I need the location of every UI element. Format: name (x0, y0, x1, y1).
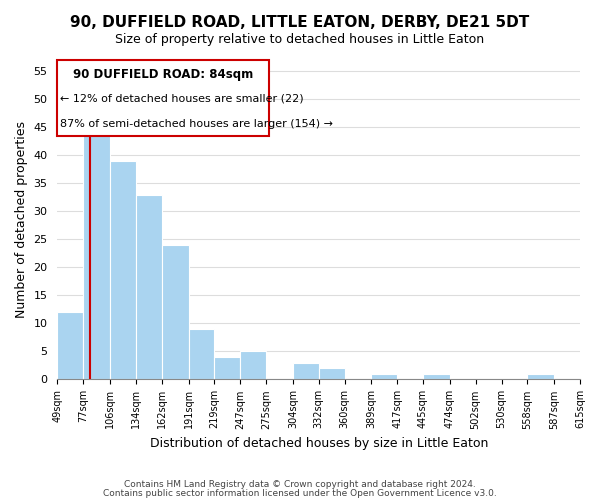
Bar (371, 374, 397, 380)
Text: ← 12% of detached houses are smaller (22): ← 12% of detached houses are smaller (22… (60, 94, 304, 104)
Text: Size of property relative to detached houses in Little Eaton: Size of property relative to detached ho… (115, 32, 485, 46)
Text: Contains public sector information licensed under the Open Government Licence v3: Contains public sector information licen… (103, 489, 497, 498)
Bar (240, 352, 266, 380)
FancyBboxPatch shape (58, 60, 269, 136)
Bar (214, 357, 240, 380)
Bar (136, 194, 162, 380)
Bar (423, 374, 450, 380)
Y-axis label: Number of detached properties: Number of detached properties (15, 121, 28, 318)
Text: 90 DUFFIELD ROAD: 84sqm: 90 DUFFIELD ROAD: 84sqm (73, 68, 253, 82)
Bar (319, 368, 344, 380)
Text: 87% of semi-detached houses are larger (154) →: 87% of semi-detached houses are larger (… (60, 119, 333, 129)
Bar (110, 161, 136, 380)
Bar (58, 312, 83, 380)
X-axis label: Distribution of detached houses by size in Little Eaton: Distribution of detached houses by size … (149, 437, 488, 450)
Bar (162, 245, 188, 380)
Bar (83, 128, 110, 380)
Bar (188, 329, 214, 380)
Bar (293, 362, 319, 380)
Text: Contains HM Land Registry data © Crown copyright and database right 2024.: Contains HM Land Registry data © Crown c… (124, 480, 476, 489)
Text: 90, DUFFIELD ROAD, LITTLE EATON, DERBY, DE21 5DT: 90, DUFFIELD ROAD, LITTLE EATON, DERBY, … (70, 15, 530, 30)
Bar (527, 374, 554, 380)
